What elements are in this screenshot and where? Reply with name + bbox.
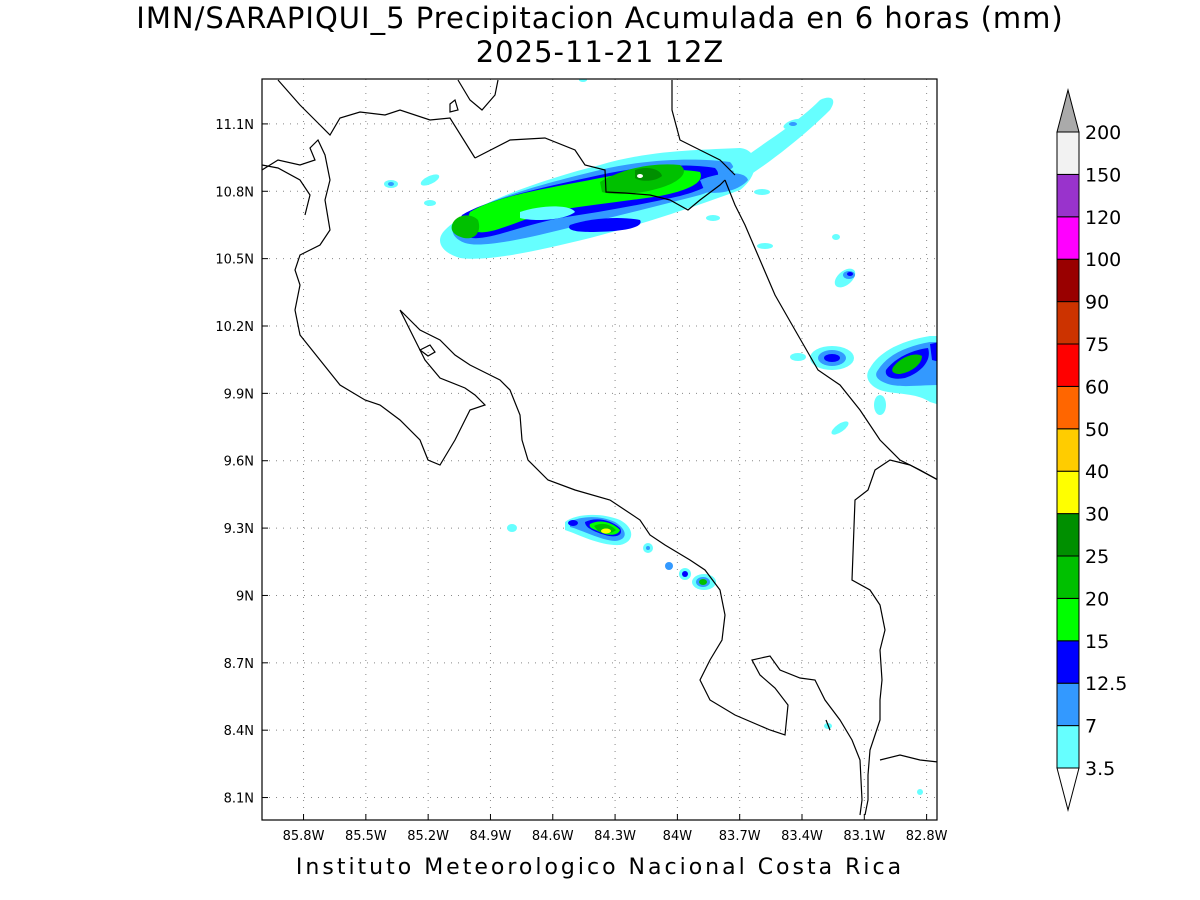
precipitation-legend: 3.5 7 12.5 15 20 25 30 40 50 60 75 90 100 120 150 200 [1056, 88, 1127, 812]
lon-tick-label: 84.9W [470, 829, 512, 844]
legend-swatch [1056, 725, 1080, 769]
rain-cell [706, 215, 720, 221]
legend-swatch [1056, 470, 1080, 515]
lat-tick-label: 8.1N [224, 792, 254, 807]
coastline [262, 79, 937, 816]
legend-label: 7 [1085, 716, 1097, 738]
legend-swatch [1056, 385, 1080, 430]
lon-tick-label: 84.6W [532, 829, 574, 844]
lat-tick-label: 9.3N [224, 522, 254, 537]
legend-swatch [1056, 555, 1080, 599]
lon-tick-label: 83.7W [719, 829, 761, 844]
map-title: IMN/SARAPIQUI_5 Precipitacion Acumulada … [136, 1, 1064, 35]
legend-swatch [1056, 173, 1080, 218]
rain-cell [579, 79, 587, 82]
legend-swatch [1056, 513, 1080, 557]
legend-label: 3.5 [1085, 758, 1115, 780]
legend-label: 200 [1085, 122, 1121, 144]
legend-label: 15 [1085, 631, 1109, 653]
legend-swatch [1056, 428, 1080, 472]
legend-label: 150 [1085, 164, 1121, 186]
legend-label: 90 [1085, 292, 1109, 314]
rain-cell [420, 174, 440, 186]
lat-tick-label: 8.7N [224, 657, 254, 672]
lon-tick-label: 85.8W [283, 829, 325, 844]
precipitation-field [384, 79, 937, 795]
legend-overflow-triangle [1056, 88, 1080, 133]
rain-cell [424, 200, 436, 206]
legend-label: 50 [1085, 419, 1109, 441]
plot-frame [261, 78, 938, 821]
legend-swatch [1056, 301, 1080, 345]
lon-tick-label: 85.5W [345, 829, 387, 844]
legend-swatch [1056, 343, 1080, 387]
legend-label: 40 [1085, 461, 1109, 483]
rain-cell [757, 243, 773, 249]
lat-tick-label: 8.4N [224, 724, 254, 739]
legend-label: 60 [1085, 376, 1109, 398]
lon-tick-label: 85.2W [407, 829, 449, 844]
rain-cell [832, 234, 840, 240]
lat-tick-label: 10.5N [215, 253, 254, 268]
legend-label: 75 [1085, 334, 1109, 356]
footer-credit: Instituto Meteorologico Nacional Costa R… [295, 855, 905, 880]
legend-label: 120 [1085, 207, 1121, 229]
lat-tick-label: 9N [236, 589, 254, 604]
legend-label: 20 [1085, 588, 1109, 610]
rain-cell [847, 272, 853, 276]
lon-tick-label: 84W [663, 829, 693, 844]
legend-swatch [1056, 258, 1080, 303]
lon-tick-label: 84.3W [594, 829, 636, 844]
lon-tick-label: 82.8W [906, 829, 948, 844]
rain-cluster-east [790, 336, 937, 435]
legend-swatch [1056, 640, 1080, 684]
rain-cell [754, 189, 770, 195]
rain-cell [388, 182, 394, 186]
legend-swatch [1056, 682, 1080, 727]
latitude-axis: 11.1N 10.8N 10.5N 10.2N 9.9N 9.6N 9.3N 9N 8.7N 8.… [215, 118, 268, 807]
legend-swatch [1056, 597, 1080, 642]
lat-tick-label: 10.8N [215, 185, 254, 200]
rain-band-north [440, 97, 834, 259]
lat-tick-label: 11.1N [215, 118, 254, 133]
longitude-axis: 85.8W 85.5W 85.2W 84.9W 84.6W 84.3W 84W 83.7W 83… [283, 814, 948, 844]
rain-cluster-south [507, 514, 923, 795]
map-datetime: 2025-11-21 12Z [475, 35, 725, 69]
legend-underflow-triangle [1056, 767, 1080, 812]
legend-label: 100 [1085, 249, 1121, 271]
rain-cell [834, 268, 856, 288]
lat-tick-label: 9.9N [224, 387, 254, 402]
lat-tick-label: 10.2N [215, 320, 254, 335]
rain-cell [789, 122, 797, 126]
legend-label: 12.5 [1085, 673, 1127, 695]
lon-tick-label: 83.4W [781, 829, 823, 844]
lon-tick-label: 83.1W [843, 829, 885, 844]
legend-swatch [1056, 131, 1080, 175]
legend-label: 25 [1085, 546, 1109, 568]
lat-tick-label: 9.6N [224, 455, 254, 470]
legend-label: 30 [1085, 504, 1109, 526]
legend-swatch [1056, 216, 1080, 260]
map-gridlines [262, 79, 937, 820]
